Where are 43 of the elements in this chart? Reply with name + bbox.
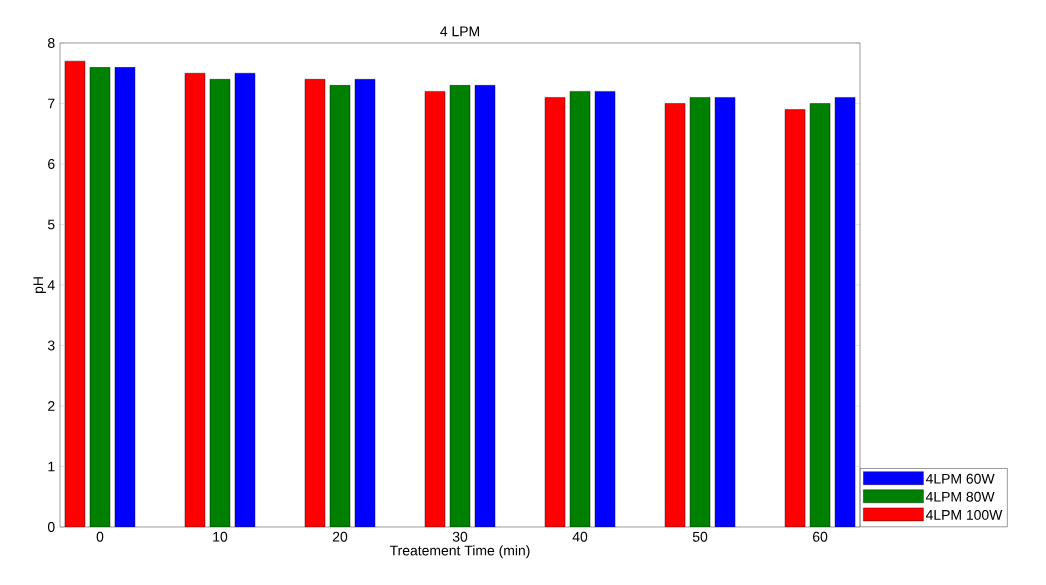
bar bbox=[834, 97, 856, 527]
x-tick-label: 10 bbox=[213, 531, 228, 542]
bar bbox=[664, 103, 686, 527]
y-tick-label: 1 bbox=[48, 461, 55, 472]
y-tick-label: 0 bbox=[47, 522, 55, 532]
y-tick-label: 6 bbox=[48, 159, 55, 169]
bar bbox=[569, 91, 591, 527]
bar bbox=[209, 79, 231, 527]
x-tick-label: 30 bbox=[452, 531, 468, 542]
bar bbox=[689, 97, 711, 527]
x-tick-label: 40 bbox=[572, 531, 588, 542]
x-tick-label: 0 bbox=[96, 531, 104, 542]
bar bbox=[354, 79, 376, 527]
bar bbox=[304, 79, 326, 527]
x-tick-label: 20 bbox=[332, 531, 348, 542]
y-tick-label: 4 bbox=[47, 280, 55, 290]
y-tick-label: 2 bbox=[48, 401, 55, 411]
bar bbox=[714, 97, 736, 527]
legend-label: 4LPM 80W bbox=[925, 491, 995, 502]
bar bbox=[114, 67, 136, 527]
bar bbox=[449, 85, 471, 527]
bar bbox=[544, 97, 566, 527]
y-axis-title: pH bbox=[33, 277, 46, 294]
x-axis-title: Treatement Time (min) bbox=[389, 545, 530, 559]
legend-label: 4LPM 60W bbox=[925, 473, 995, 484]
legend-label: 4LPM 100W bbox=[925, 509, 1003, 520]
x-tick-label: 60 bbox=[812, 531, 828, 542]
bar bbox=[424, 91, 446, 527]
bar bbox=[594, 91, 616, 527]
x-tick-label: 50 bbox=[692, 531, 708, 542]
bar bbox=[809, 103, 831, 527]
bar bbox=[89, 67, 111, 527]
y-tick-label: 3 bbox=[47, 340, 55, 351]
bar bbox=[474, 85, 496, 527]
bar bbox=[234, 73, 256, 527]
bar bbox=[784, 109, 806, 527]
y-tick-label: 7 bbox=[48, 98, 55, 109]
bar bbox=[329, 85, 351, 527]
y-tick-label: 5 bbox=[47, 219, 55, 230]
bar bbox=[184, 73, 206, 527]
y-tick-label: 8 bbox=[48, 38, 55, 48]
bar bbox=[64, 60, 86, 527]
chart-title: 4 LPM bbox=[440, 26, 480, 37]
